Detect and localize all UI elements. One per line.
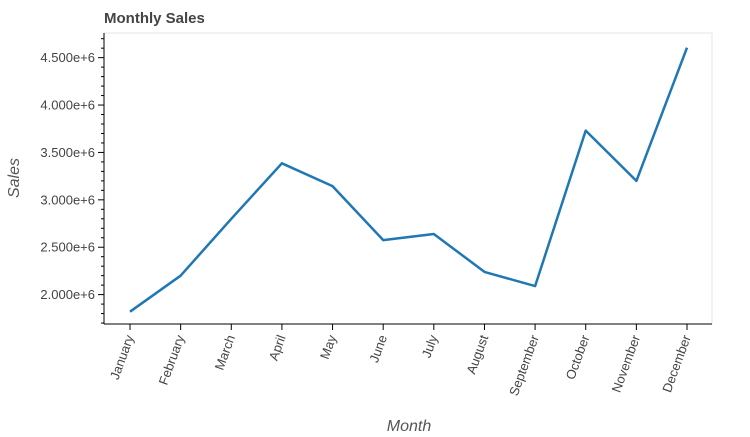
x-tick-label: April — [266, 333, 289, 363]
y-axis-label: Sales — [6, 158, 23, 198]
x-tick-label: September — [506, 332, 542, 398]
chart-title: Monthly Sales — [104, 10, 205, 27]
y-axis-ticks: 2.000e+6 2.500e+6 3.000e+6 3.500e+6 4.000e+6… — [40, 38, 104, 324]
y-tick-label: 2.500e+6 — [40, 240, 95, 255]
y-tick-label: 3.000e+6 — [40, 192, 95, 207]
x-tick-label: July — [419, 332, 441, 359]
x-tick-label: November — [609, 332, 644, 394]
x-tick-label: October — [563, 332, 593, 381]
y-tick-label: 4.000e+6 — [40, 98, 95, 113]
x-tick-label: January — [107, 332, 137, 381]
x-tick-label: February — [156, 332, 188, 386]
x-axis-ticks: January February March April May June July Augu… — [107, 324, 694, 398]
plot-frame — [103, 32, 713, 325]
y-tick-label: 2.000e+6 — [40, 287, 95, 302]
x-tick-label: August — [463, 333, 491, 377]
y-tick-label: 3.500e+6 — [40, 145, 95, 160]
series-line-sales — [129, 47, 689, 313]
x-axis-label: Month — [387, 418, 432, 435]
y-tick-label: 4.500e+6 — [40, 50, 95, 65]
x-tick-label: May — [317, 332, 340, 361]
x-tick-label: June — [366, 333, 390, 365]
x-tick-label: March — [212, 333, 238, 372]
x-tick-label: December — [659, 332, 694, 394]
